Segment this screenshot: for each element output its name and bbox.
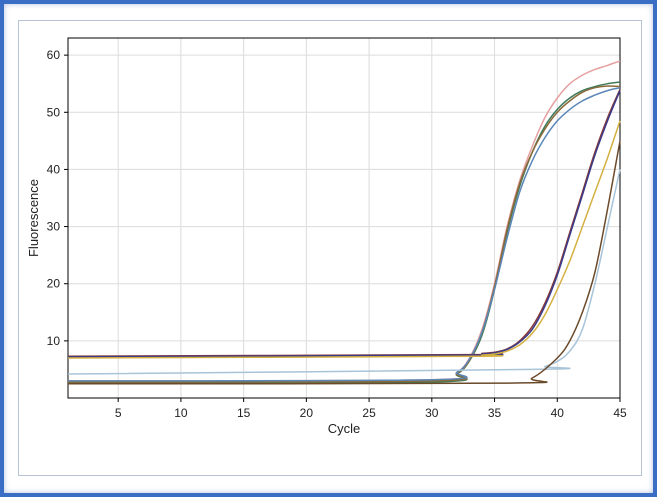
x-tick-label: 10 [174,406,188,420]
plot-area [67,37,621,399]
y-tick-label: 20 [47,277,61,291]
series-line-5 [67,89,621,358]
series-line-8 [67,169,621,375]
series-line-1 [67,60,621,382]
y-tick-label: 50 [47,105,61,119]
series-line-9 [67,140,621,385]
grid [68,38,621,398]
x-tick-label: 30 [425,406,439,420]
series-line-2 [67,81,621,384]
series-group [67,60,621,385]
x-axis-title: Cycle [328,421,361,436]
x-tick-label: 40 [551,406,565,420]
series-line-4 [67,86,621,382]
y-tick-label: 10 [47,334,61,348]
y-axis-title: Fluorescence [26,179,41,257]
ticks: 5 10 15 20 25 30 35 40 45 10 20 30 40 50 60 [47,48,627,420]
x-tick-label: 45 [613,406,627,420]
x-tick-label: 15 [237,406,251,420]
series-line-6 [67,90,621,358]
series-line-7 [67,120,621,359]
chart-panel [18,20,642,476]
x-tick-label: 35 [488,406,502,420]
y-tick-label: 40 [47,162,61,176]
x-tick-label: 5 [115,406,122,420]
x-tick-label: 25 [362,406,376,420]
y-tick-label: 60 [47,48,61,62]
series-line-3 [67,85,621,383]
x-tick-label: 20 [300,406,314,420]
y-tick-label: 30 [47,220,61,234]
